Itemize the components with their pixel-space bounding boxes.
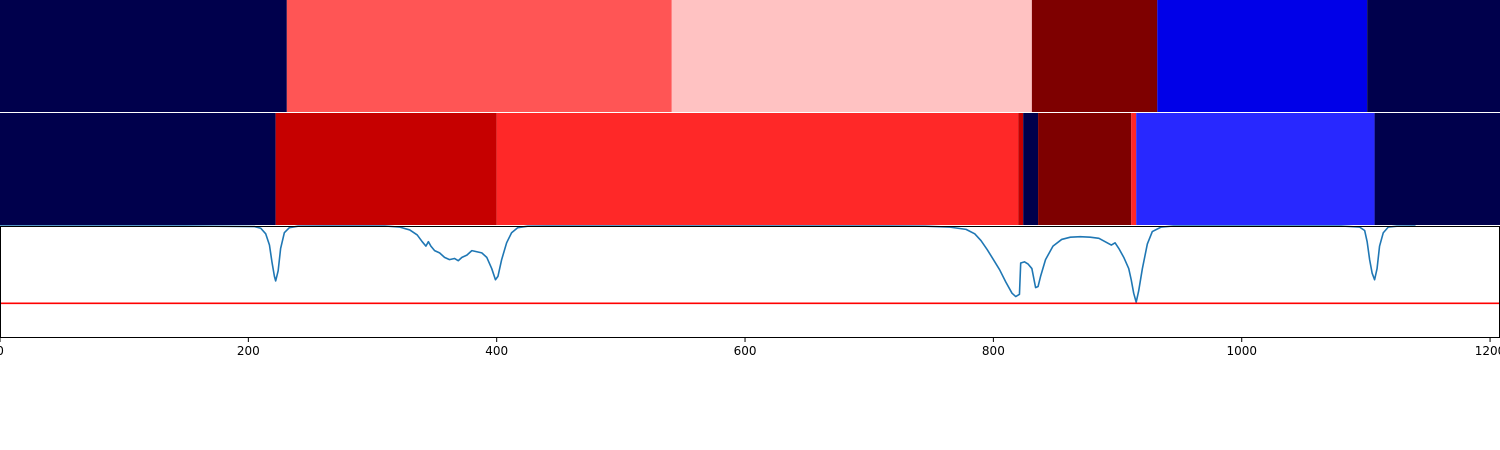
track-1-segment-2 [286, 0, 672, 112]
track-2-segment-9 [1374, 113, 1500, 225]
x-tick-label-200: 200 [237, 344, 260, 358]
x-tick-label-1200: 1200 [1475, 344, 1500, 358]
middle-color-track [0, 113, 1500, 225]
track-1-segment-5 [1157, 0, 1368, 112]
track-1-segment-4 [1031, 0, 1158, 112]
plot-background [0, 226, 1500, 338]
track-2-segment-7 [1131, 113, 1137, 225]
track-2-segment-8 [1136, 113, 1375, 225]
track-2-segment-1 [0, 113, 276, 225]
track-1-segment-6 [1367, 0, 1500, 112]
track-2-segment-3 [496, 113, 1019, 225]
track-2-segment-5 [1023, 113, 1039, 225]
x-axis: 0 200 400 600 800 1000 1200 [0, 338, 1500, 358]
track-1-segment-1 [0, 0, 287, 112]
track-1-segment-3 [671, 0, 1032, 112]
line-plot-panel [0, 225, 1500, 338]
line-series-layer [0, 225, 1500, 305]
series-line-1 [0, 225, 1416, 303]
x-tick-label-800: 800 [982, 344, 1005, 358]
x-tick-label-1000: 1000 [1226, 344, 1257, 358]
track-2-segment-6 [1038, 113, 1132, 225]
track-2-segment-2 [275, 113, 497, 225]
x-tick-label-600: 600 [734, 344, 757, 358]
x-tick-label-400: 400 [485, 344, 508, 358]
top-color-track [0, 0, 1500, 112]
track-2-segment-4 [1018, 113, 1024, 225]
x-tick-label-0: 0 [0, 344, 4, 358]
